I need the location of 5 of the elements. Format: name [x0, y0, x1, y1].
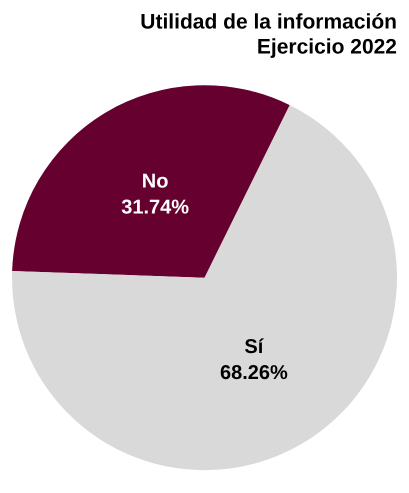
- slice-label: No: [142, 170, 168, 193]
- slice-label: Sí: [244, 336, 265, 358]
- data-label: 68.26%: [220, 362, 288, 384]
- data-label: 31.74%: [121, 196, 190, 219]
- chart-title: Utilidad de la información Ejercicio 2022: [140, 10, 397, 59]
